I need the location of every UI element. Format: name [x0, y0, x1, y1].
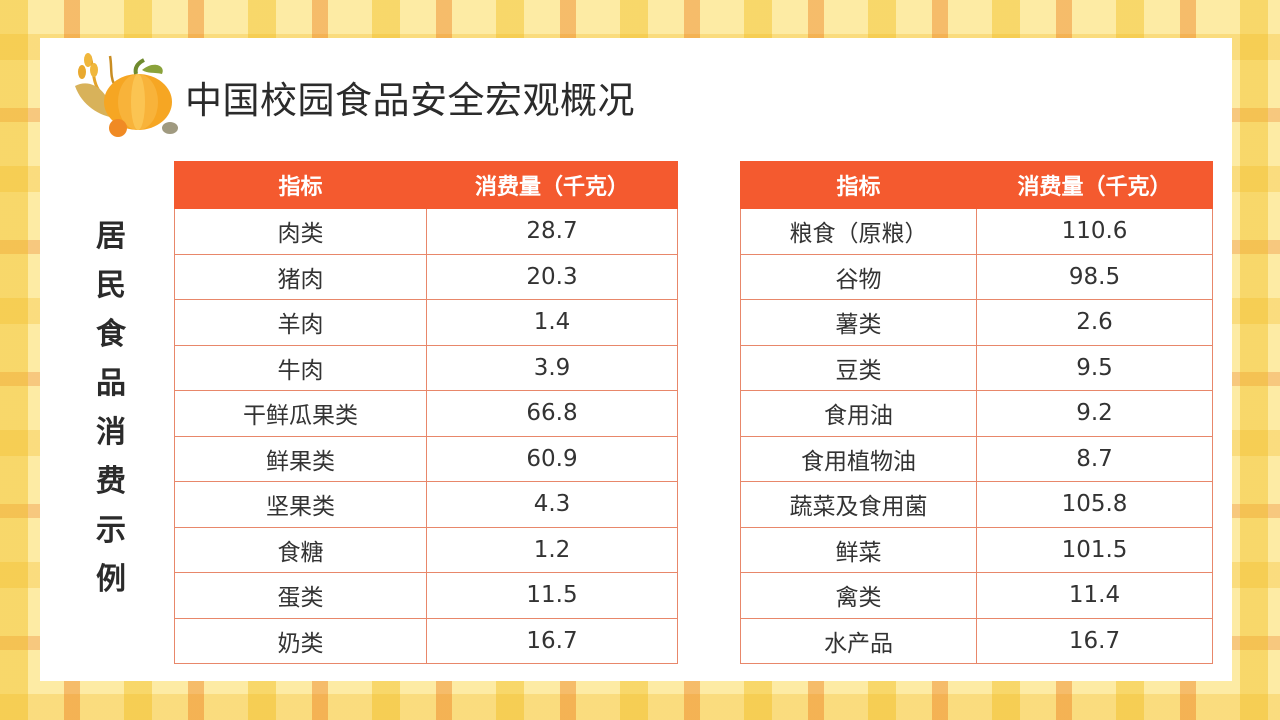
value-cell: 60.9 — [426, 435, 678, 482]
indicator-cell: 牛肉 — [174, 344, 427, 391]
table-row: 食用植物油 8.7 — [740, 435, 1213, 482]
column-header-indicator: 指标 — [174, 161, 427, 209]
indicator-cell: 干鲜瓜果类 — [174, 390, 427, 437]
indicator-cell: 坚果类 — [174, 481, 427, 528]
table-header-row: 指标 消费量（千克） — [174, 161, 678, 209]
table-row: 坚果类 4.3 — [174, 481, 678, 528]
table-row: 食糖 1.2 — [174, 526, 678, 573]
table-row: 奶类 16.7 — [174, 617, 678, 664]
indicator-cell: 薯类 — [740, 299, 977, 346]
table-row: 谷物 98.5 — [740, 253, 1213, 300]
value-cell: 110.6 — [976, 208, 1213, 255]
indicator-cell: 谷物 — [740, 253, 977, 300]
value-cell: 98.5 — [976, 253, 1213, 300]
side-title-char: 例 — [96, 562, 126, 597]
table-row: 肉类 28.7 — [174, 208, 678, 255]
side-title-char: 示 — [96, 513, 126, 548]
table-row: 禽类 11.4 — [740, 572, 1213, 619]
table-row: 猪肉 20.3 — [174, 253, 678, 300]
side-title-char: 居 — [96, 219, 126, 254]
value-cell: 11.4 — [976, 572, 1213, 619]
indicator-cell: 鲜果类 — [174, 435, 427, 482]
indicator-cell: 豆类 — [740, 344, 977, 391]
indicator-cell: 蔬菜及食用菌 — [740, 481, 977, 528]
indicator-cell: 食糖 — [174, 526, 427, 573]
indicator-cell: 羊肉 — [174, 299, 427, 346]
indicator-cell: 食用油 — [740, 390, 977, 437]
table-header-row: 指标 消费量（千克） — [740, 161, 1213, 209]
indicator-cell: 肉类 — [174, 208, 427, 255]
indicator-cell: 粮食（原粮） — [740, 208, 977, 255]
table-row: 羊肉 1.4 — [174, 299, 678, 346]
column-header-consumption: 消费量（千克） — [976, 161, 1213, 209]
table-row: 蛋类 11.5 — [174, 572, 678, 619]
side-title-char: 民 — [96, 268, 126, 303]
value-cell: 2.6 — [976, 299, 1213, 346]
value-cell: 105.8 — [976, 481, 1213, 528]
page-title: 中国校园食品安全宏观概况 — [185, 79, 635, 122]
value-cell: 3.9 — [426, 344, 678, 391]
value-cell: 9.5 — [976, 344, 1213, 391]
table-row: 蔬菜及食用菌 105.8 — [740, 481, 1213, 528]
indicator-cell: 水产品 — [740, 617, 977, 664]
column-header-indicator: 指标 — [740, 161, 977, 209]
table-row: 食用油 9.2 — [740, 390, 1213, 437]
value-cell: 1.2 — [426, 526, 678, 573]
table-row: 牛肉 3.9 — [174, 344, 678, 391]
value-cell: 101.5 — [976, 526, 1213, 573]
value-cell: 16.7 — [426, 617, 678, 664]
indicator-cell: 猪肉 — [174, 253, 427, 300]
consumption-table-left: 指标 消费量（千克） 肉类 28.7 猪肉 20.3 羊肉 1.4 牛肉 3.9 干鲜瓜… — [174, 161, 678, 664]
column-header-consumption: 消费量（千克） — [426, 161, 678, 209]
table-row: 鲜菜 101.5 — [740, 526, 1213, 573]
table-row: 干鲜瓜果类 66.8 — [174, 390, 678, 437]
consumption-table-right: 指标 消费量（千克） 粮食（原粮） 110.6 谷物 98.5 薯类 2.6 豆类 9.… — [740, 161, 1213, 664]
value-cell: 1.4 — [426, 299, 678, 346]
side-vertical-title: 居 民 食 品 消 费 示 例 — [88, 212, 134, 604]
value-cell: 4.3 — [426, 481, 678, 528]
value-cell: 8.7 — [976, 435, 1213, 482]
indicator-cell: 蛋类 — [174, 572, 427, 619]
value-cell: 11.5 — [426, 572, 678, 619]
indicator-cell: 鲜菜 — [740, 526, 977, 573]
indicator-cell: 食用植物油 — [740, 435, 977, 482]
value-cell: 16.7 — [976, 617, 1213, 664]
value-cell: 9.2 — [976, 390, 1213, 437]
value-cell: 66.8 — [426, 390, 678, 437]
table-row: 水产品 16.7 — [740, 617, 1213, 664]
table-row: 粮食（原粮） 110.6 — [740, 208, 1213, 255]
value-cell: 20.3 — [426, 253, 678, 300]
table-row: 鲜果类 60.9 — [174, 435, 678, 482]
indicator-cell: 奶类 — [174, 617, 427, 664]
side-title-char: 消 — [96, 415, 126, 450]
table-row: 薯类 2.6 — [740, 299, 1213, 346]
pumpkin-harvest-icon — [75, 53, 178, 137]
value-cell: 28.7 — [426, 208, 678, 255]
side-title-char: 品 — [96, 366, 126, 401]
side-title-char: 费 — [96, 464, 126, 499]
table-row: 豆类 9.5 — [740, 344, 1213, 391]
side-title-char: 食 — [96, 317, 126, 352]
indicator-cell: 禽类 — [740, 572, 977, 619]
